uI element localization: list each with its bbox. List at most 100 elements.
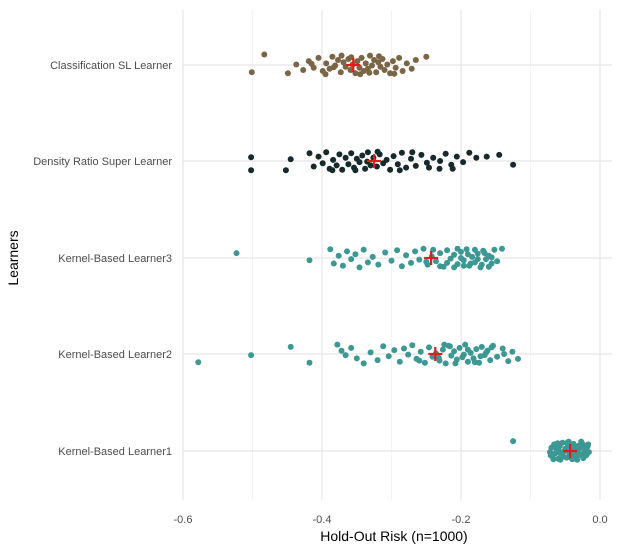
data-point — [464, 346, 471, 353]
data-point — [483, 349, 489, 356]
data-point — [329, 53, 336, 60]
x-axis-title: Hold-Out Risk (n=1000) — [320, 528, 467, 544]
data-point — [473, 154, 480, 161]
data-point — [569, 452, 576, 459]
data-point — [394, 161, 401, 168]
data-point — [338, 347, 345, 354]
data-point — [375, 261, 382, 268]
data-point — [195, 359, 202, 366]
data-point — [322, 71, 329, 78]
data-point — [442, 150, 449, 157]
data-point — [369, 253, 376, 260]
data-point — [306, 150, 313, 157]
data-point — [448, 352, 455, 359]
data-point — [471, 359, 478, 366]
grid — [182, 10, 612, 500]
data-point — [488, 344, 495, 351]
data-point — [557, 456, 564, 463]
data-point — [436, 165, 443, 172]
data-point — [310, 163, 317, 170]
data-point — [403, 164, 410, 171]
data-point — [499, 245, 505, 252]
data-point — [357, 71, 364, 78]
data-point — [338, 52, 345, 59]
mean-marker — [367, 154, 382, 168]
data-point — [323, 60, 330, 67]
data-point — [462, 341, 469, 348]
mean-marker — [428, 347, 443, 361]
data-point — [433, 258, 439, 265]
data-point — [353, 355, 360, 362]
data-point — [553, 445, 560, 452]
data-point — [481, 250, 488, 257]
data-point — [319, 160, 326, 167]
data-point — [389, 58, 396, 65]
data-point — [399, 68, 406, 74]
data-point — [352, 167, 359, 174]
data-point — [418, 151, 425, 158]
data-point — [494, 258, 501, 265]
data-point — [408, 155, 414, 162]
data-point — [403, 252, 410, 259]
data-point — [315, 54, 322, 61]
data-point — [364, 149, 371, 156]
data-point — [559, 439, 566, 446]
data-point — [390, 153, 397, 160]
data-point — [510, 438, 517, 445]
data-point — [394, 247, 401, 254]
data-point — [287, 156, 294, 163]
mean-marker — [424, 251, 439, 265]
data-point — [474, 256, 481, 263]
data-point — [412, 57, 419, 63]
data-point — [348, 344, 355, 351]
data-point — [574, 456, 581, 463]
data-point — [282, 167, 289, 174]
data-point — [398, 149, 405, 156]
data-point — [444, 247, 451, 254]
data-point — [334, 341, 341, 348]
data-point — [284, 70, 291, 77]
data-point — [323, 149, 330, 156]
data-point — [403, 60, 410, 67]
data-point — [387, 166, 394, 173]
data-point — [248, 352, 255, 359]
data-point — [485, 263, 492, 270]
data-point — [405, 351, 412, 358]
data-point — [333, 162, 340, 169]
data-point — [550, 456, 557, 463]
data-point — [293, 61, 300, 68]
data-point — [471, 246, 478, 253]
y-tick-label: Kernel-Based Learner3 — [58, 253, 172, 265]
data-point — [435, 354, 442, 361]
data-point — [460, 262, 467, 269]
data-point — [384, 61, 391, 68]
mean-marker — [346, 58, 361, 72]
data-point — [367, 349, 374, 356]
data-point — [374, 148, 381, 155]
data-point — [477, 353, 484, 360]
data-point — [437, 158, 444, 164]
data-point — [362, 165, 369, 172]
data-point — [339, 262, 346, 269]
data-point — [409, 149, 416, 156]
data-point — [494, 353, 501, 360]
data-points — [195, 51, 592, 463]
data-point — [374, 357, 381, 364]
y-axis-title: Learners — [5, 230, 21, 285]
data-point — [463, 246, 470, 253]
data-point — [578, 438, 585, 445]
data-point — [396, 54, 403, 61]
data-point — [437, 250, 444, 257]
data-point — [452, 360, 459, 367]
data-point — [408, 65, 415, 72]
data-point — [458, 255, 464, 261]
data-point — [360, 360, 367, 367]
data-point — [466, 149, 473, 156]
data-point — [345, 161, 352, 168]
data-point — [261, 51, 268, 58]
data-point — [308, 60, 315, 67]
data-point — [582, 444, 589, 451]
data-point — [391, 347, 398, 354]
data-point — [451, 264, 458, 271]
